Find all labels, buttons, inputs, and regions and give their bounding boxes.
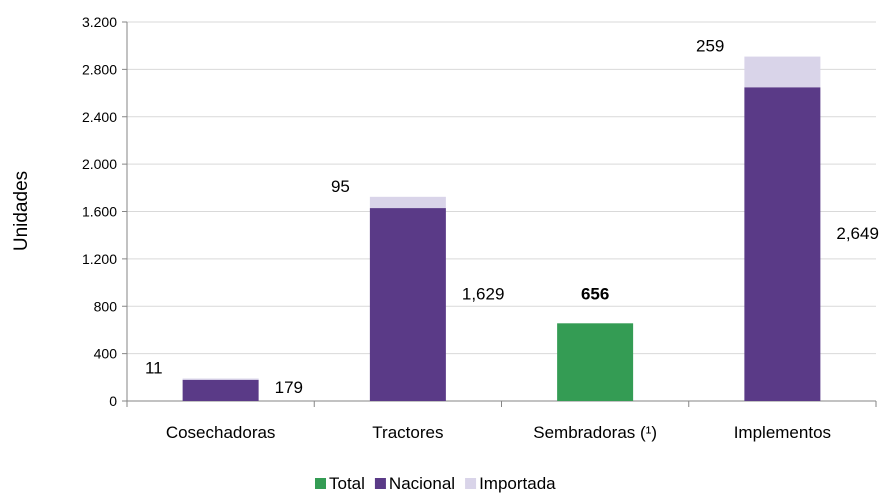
- category-label: Cosechadoras: [166, 423, 276, 442]
- bar-importada: [744, 56, 821, 88]
- legend-label: Nacional: [389, 474, 455, 493]
- grid-lines: [127, 21, 876, 355]
- y-tick-label: 400: [94, 346, 118, 362]
- category-label: Sembradoras (¹): [533, 423, 657, 442]
- y-tick-label: 2.000: [82, 156, 117, 172]
- y-tick-label: 800: [94, 298, 118, 314]
- y-axis-label: Unidades: [11, 171, 32, 251]
- y-tick-label: 0: [109, 393, 117, 409]
- category-label: Tractores: [372, 423, 443, 442]
- data-labels: 11 179 95 1,629 656 259 2,649: [145, 37, 879, 397]
- legend-swatch: [374, 478, 386, 489]
- bar-nacional: [182, 379, 259, 401]
- legend-label: Total: [329, 474, 365, 493]
- data-label: 2,649: [836, 224, 879, 243]
- legend-label: Importada: [479, 474, 556, 493]
- axes: 0 400 800 1.200 1.600 2.000 2.400 2.800 3.200 Cos…: [82, 14, 877, 442]
- y-tick-label: 1.200: [82, 251, 117, 267]
- bar-nacional: [744, 87, 821, 401]
- category-label: Implementos: [734, 423, 831, 442]
- bar-total: [557, 323, 634, 401]
- y-tick-label: 2.800: [82, 61, 117, 77]
- bar-importada: [182, 378, 259, 380]
- data-label: 1,629: [462, 285, 505, 304]
- data-label: 11: [145, 358, 163, 377]
- legend: Total Nacional Importada: [315, 474, 556, 493]
- y-tick-label: 2.400: [82, 109, 117, 125]
- y-tick-label: 1.600: [82, 204, 117, 220]
- bar-importada: [369, 196, 446, 209]
- bars: [182, 56, 821, 401]
- data-label: 179: [275, 378, 303, 397]
- y-tick-label: 3.200: [82, 14, 117, 30]
- data-label: 95: [331, 177, 350, 196]
- legend-swatch: [315, 478, 326, 489]
- data-label: 259: [696, 37, 724, 56]
- bar-nacional: [369, 208, 446, 401]
- legend-swatch: [465, 478, 477, 489]
- data-label: 656: [581, 284, 609, 303]
